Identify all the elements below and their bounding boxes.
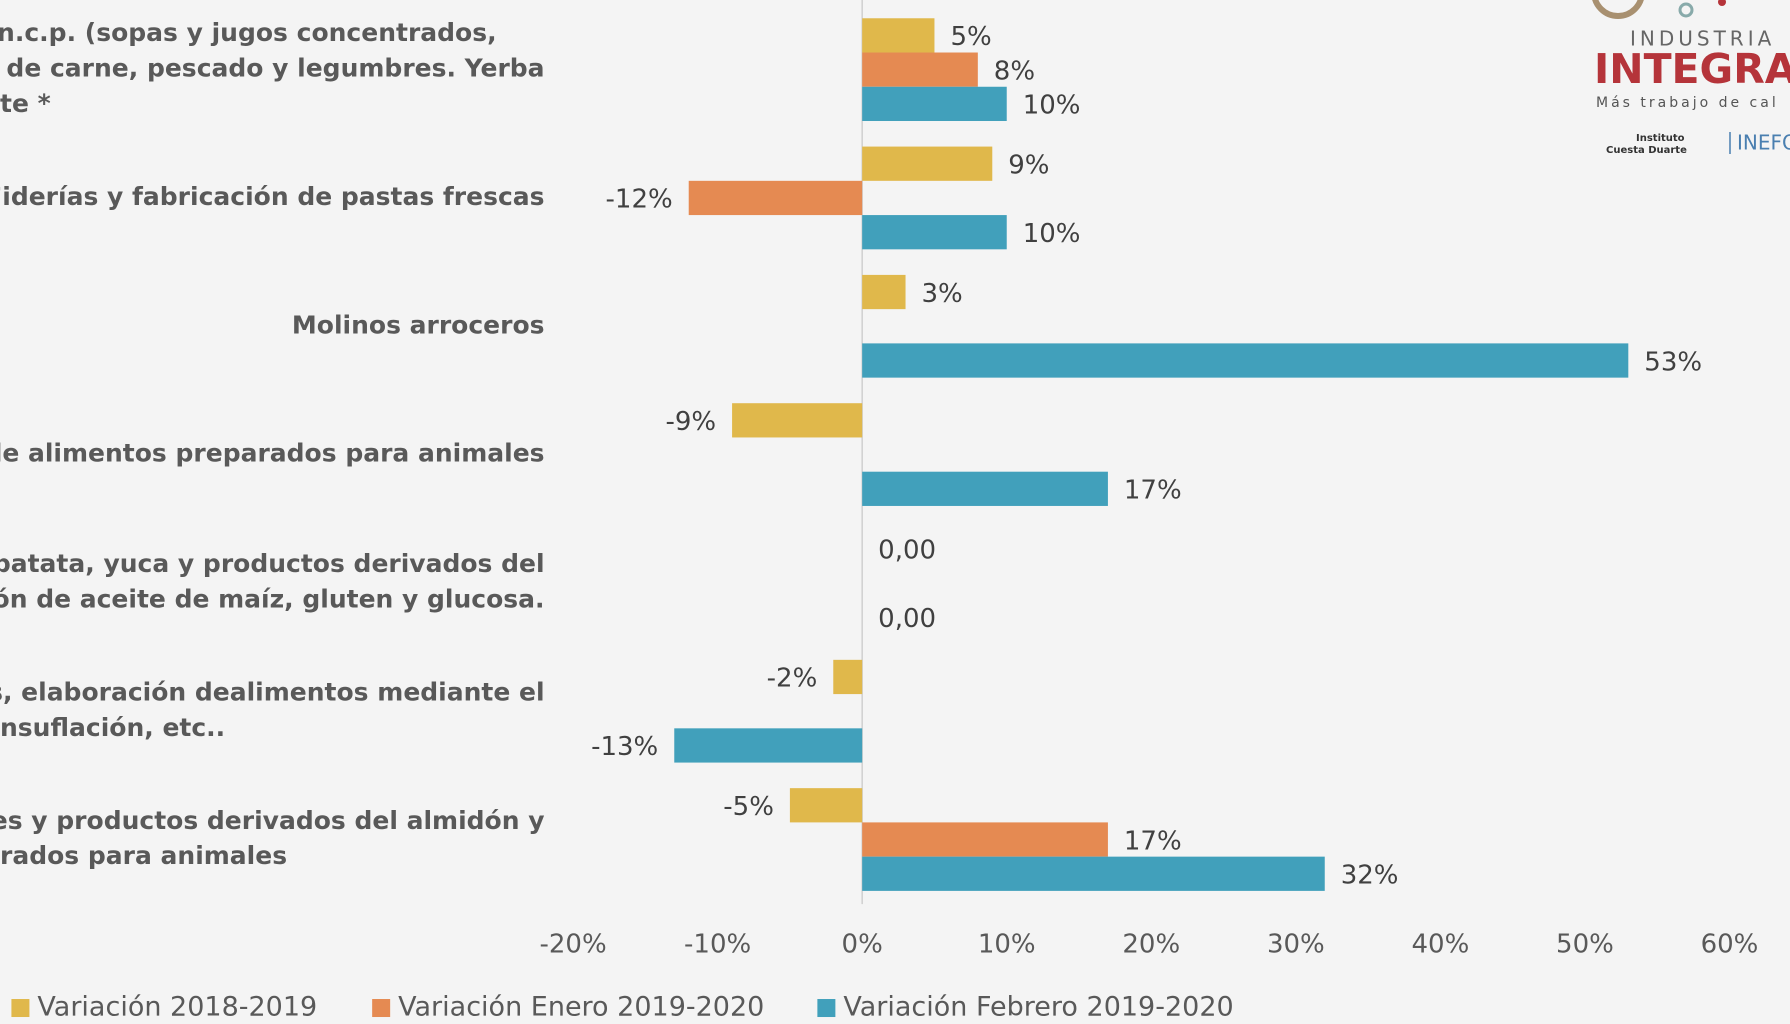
- category-label: icios n.c.p. (sopas y jugos concentrados…: [0, 18, 497, 47]
- x-tick-label: -10%: [684, 930, 751, 960]
- legend-label: Variación Febrero 2019-2020: [843, 992, 1233, 1023]
- bar: [674, 728, 863, 763]
- bar: [789, 788, 863, 823]
- value-label: 0,00: [878, 535, 936, 565]
- value-label: -2%: [767, 664, 818, 694]
- category-label: actos de carne, pescado y legumbres. Yer…: [0, 54, 545, 83]
- bar: [688, 180, 863, 216]
- bar: [862, 274, 906, 310]
- value-label: 8%: [994, 56, 1035, 86]
- legend-label: Variación 2018-2019: [37, 992, 317, 1023]
- category-label: Molinos arroceros: [292, 310, 545, 339]
- bar: [833, 659, 863, 695]
- value-label: 3%: [922, 279, 963, 309]
- value-label: 0,00: [878, 604, 936, 634]
- x-tick-label: 60%: [1701, 930, 1759, 960]
- value-label: 9%: [1008, 150, 1049, 180]
- bar: [862, 18, 935, 53]
- bar: [862, 343, 1629, 378]
- category-label: n de alimentos preparados para animales: [0, 439, 545, 468]
- bar: [862, 146, 993, 181]
- value-label: -9%: [665, 407, 716, 437]
- x-tick-label: 20%: [1122, 930, 1180, 960]
- x-tick-label: 0%: [842, 930, 883, 960]
- x-tick-label: 30%: [1267, 930, 1325, 960]
- logo-inst: Instituto: [1636, 133, 1685, 144]
- bar: [732, 403, 863, 438]
- logo-brand: INTEGRAD: [1594, 45, 1790, 93]
- logo-dot: [1718, 0, 1726, 6]
- bar: [862, 215, 1007, 250]
- bar: [862, 86, 1007, 122]
- bar: [862, 471, 1108, 506]
- value-label: 32%: [1341, 861, 1399, 891]
- x-tick-label: -20%: [539, 930, 606, 960]
- x-tick-label: 10%: [978, 930, 1036, 960]
- legend-swatch: [11, 999, 30, 1018]
- logo-inst: Cuesta Duarte: [1606, 145, 1687, 156]
- logo-inefo: INEFO: [1737, 131, 1790, 155]
- logo-ring: [1592, 0, 1644, 19]
- bar: [862, 856, 1325, 891]
- category-label: rados para animales: [0, 841, 287, 870]
- legend-swatch: [817, 999, 836, 1018]
- value-label: 10%: [1023, 219, 1081, 249]
- value-label: -13%: [591, 732, 658, 762]
- value-label: 10%: [1023, 91, 1081, 121]
- value-label: 53%: [1644, 347, 1702, 377]
- logo-dot: [1678, 2, 1694, 18]
- bar: [862, 52, 978, 87]
- bar: [862, 822, 1108, 857]
- value-label: 17%: [1124, 826, 1182, 856]
- value-label: -12%: [606, 185, 673, 215]
- category-label: oración de aceite de maíz, gluten y gluc…: [0, 585, 545, 614]
- category-label: idones y productos derivados del almidón…: [0, 806, 545, 835]
- legend-swatch: [372, 999, 391, 1018]
- value-label: -5%: [723, 792, 774, 822]
- category-label: Fiderías y fabricación de pastas frescas: [0, 182, 545, 211]
- category-label: nsuflación, etc..: [0, 713, 225, 742]
- x-tick-label: 50%: [1556, 930, 1614, 960]
- logo-tagline: Más trabajo de cal: [1596, 95, 1779, 111]
- value-label: 5%: [950, 22, 991, 52]
- logo-text: INDUSTRIA: [1630, 27, 1775, 51]
- value-label: 17%: [1124, 476, 1182, 506]
- category-label: ales, elaboración dealimentos mediante e…: [0, 678, 545, 707]
- category-label: z, patata, yuca y productos derivados de…: [0, 549, 545, 578]
- x-tick-label: 40%: [1411, 930, 1469, 960]
- category-label: te *: [0, 89, 51, 118]
- legend-label: Variación Enero 2019-2020: [398, 992, 764, 1023]
- logo: INDUSTRIA INTEGRAD Más trabajo de cal In…: [1592, 0, 1790, 156]
